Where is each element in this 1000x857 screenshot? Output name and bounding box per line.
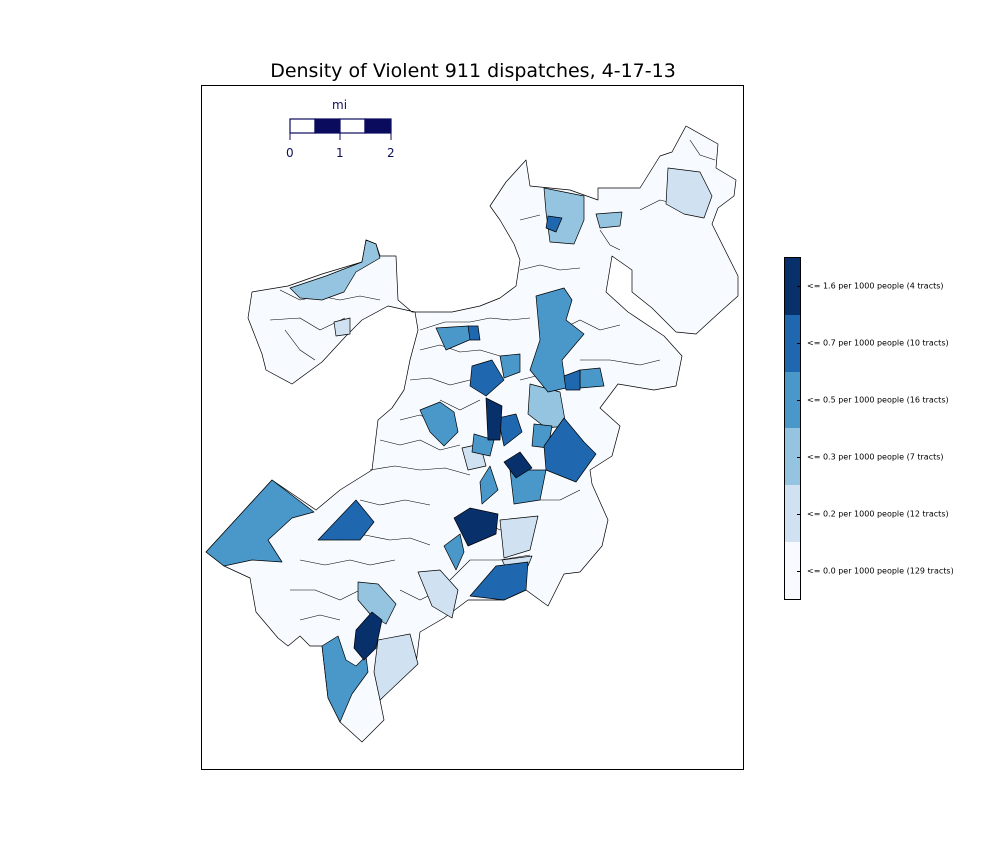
scalebar-tick-label: 2: [387, 146, 395, 160]
legend-tick: [797, 400, 801, 402]
tract-class-0-5: [443, 533, 465, 571]
legend-swatch: [785, 428, 800, 486]
tract-class-0-7: [469, 561, 529, 601]
tract-class-0-2: [373, 633, 419, 701]
tract-class-0-5: [499, 353, 521, 379]
legend-swatch: [785, 258, 800, 315]
legend-tick: [797, 286, 801, 288]
tract-class-0-2: [417, 569, 459, 619]
legend-label: <= 1.6 per 1000 people (4 tracts): [807, 281, 944, 291]
tract-class-0-3: [357, 581, 397, 625]
legend-colorbar: [784, 257, 801, 600]
tract-class-0-7: [497, 413, 523, 447]
legend-tick: [797, 343, 801, 345]
legend-tick: [797, 513, 801, 515]
scalebar-tick-label: 1: [336, 146, 344, 160]
legend-tick: [797, 570, 801, 572]
tract-class-0-7: [543, 417, 597, 483]
tract-class-0-5: [479, 465, 499, 505]
tract-class-1-6: [503, 451, 533, 479]
legend-swatch: [785, 371, 800, 429]
legend-swatch: [785, 485, 800, 543]
tract-class-0-3: [289, 239, 381, 301]
tract-class-0-5: [321, 635, 369, 723]
tract-class-0-7: [467, 325, 481, 341]
tract-class-1-6: [453, 507, 499, 547]
tract-class-0-7: [317, 499, 375, 541]
tract-class-0-5: [419, 401, 459, 447]
tract-class-0-5: [529, 287, 585, 393]
legend-swatch: [785, 314, 800, 372]
legend-tick: [797, 456, 801, 458]
legend-label: <= 0.0 per 1000 people (129 tracts): [807, 566, 954, 576]
legend-label: <= 0.2 per 1000 people (12 tracts): [807, 509, 949, 519]
legend-swatch: [785, 542, 800, 599]
tract-class-1-6: [485, 397, 503, 441]
tract-class-0-2: [665, 167, 713, 219]
tract-class-0-7: [563, 369, 581, 391]
legend-label: <= 0.7 per 1000 people (10 tracts): [807, 338, 949, 348]
legend-label: <= 0.5 per 1000 people (16 tracts): [807, 395, 949, 405]
tract-class-0-3: [595, 211, 623, 229]
legend-label: <= 0.3 per 1000 people (7 tracts): [807, 452, 944, 462]
scalebar-tick-label: 0: [286, 146, 294, 160]
tract-class-0-5: [509, 469, 547, 505]
scalebar-unit: mi: [332, 98, 348, 112]
tract-class-0-7: [545, 215, 563, 233]
tract-class-1-6: [353, 611, 383, 661]
tract-class-0-7: [469, 359, 505, 397]
tract-class-0-5: [205, 479, 315, 567]
tract-class-0-2: [333, 317, 351, 337]
map-title: Density of Violent 911 dispatches, 4-17-…: [270, 60, 676, 82]
tract-class-0-2: [499, 515, 539, 559]
